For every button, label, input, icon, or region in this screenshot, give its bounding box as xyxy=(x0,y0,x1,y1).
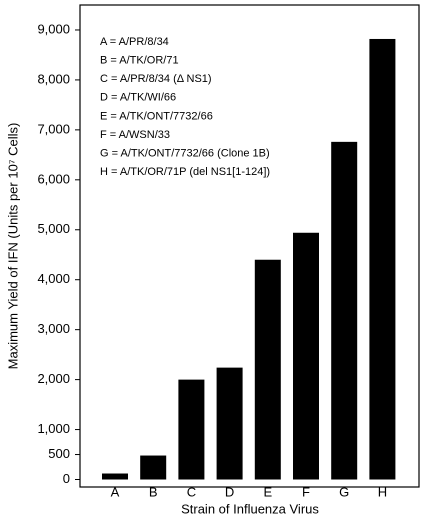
x-tick-label: C xyxy=(187,484,196,499)
x-tick-label: G xyxy=(339,484,349,499)
x-tick-label: D xyxy=(225,484,234,499)
y-tick-label: 500 xyxy=(48,446,70,461)
x-axis-label: Strain of Influenza Virus xyxy=(181,501,319,516)
plot-frame xyxy=(79,4,420,488)
y-tick-label: 3,000 xyxy=(37,321,70,336)
legend-entry: A = A/PR/8/34 xyxy=(100,36,169,48)
y-tick-label: 5,000 xyxy=(37,221,70,236)
bar xyxy=(102,473,128,480)
y-axis-label: Maximum Yield of IFN (Units per 10⁷ Cell… xyxy=(5,123,20,370)
x-tick-label: A xyxy=(111,484,120,499)
bar xyxy=(254,259,281,480)
legend-entry: E = A/TK/ONT/7732/66 xyxy=(100,110,213,122)
x-tick-label: F xyxy=(302,484,310,499)
y-tick-label: 9,000 xyxy=(37,21,70,36)
x-tick-label: H xyxy=(378,484,387,499)
legend-entry: H = A/TK/OR/71P (del NS1[1-124]) xyxy=(100,166,270,178)
legend-entry: B = A/TK/OR/71 xyxy=(100,55,179,67)
legend-entry: G = A/TK/ONT/7732/66 (Clone 1B) xyxy=(100,148,270,160)
legend-entry: D = A/TK/WI/66 xyxy=(100,92,176,104)
x-tick-label: B xyxy=(149,484,158,499)
y-tick-label: 0 xyxy=(63,471,70,486)
y-tick-label: 7,000 xyxy=(37,121,70,136)
bar xyxy=(331,141,358,480)
bar xyxy=(216,367,243,480)
y-tick-label: 4,000 xyxy=(37,271,70,286)
bar xyxy=(178,379,205,480)
legend-entry: F = A/WSN/33 xyxy=(100,129,170,141)
bar xyxy=(369,38,396,480)
y-tick-label: 8,000 xyxy=(37,71,70,86)
y-tick-label: 6,000 xyxy=(37,171,70,186)
y-tick-label: 1,000 xyxy=(37,421,70,436)
bar xyxy=(140,455,167,480)
x-tick-label: E xyxy=(263,484,272,499)
bar xyxy=(293,232,319,480)
y-tick-label: 2,000 xyxy=(37,371,70,386)
legend-entry: C = A/PR/8/34 (Δ NS1) xyxy=(100,73,212,85)
